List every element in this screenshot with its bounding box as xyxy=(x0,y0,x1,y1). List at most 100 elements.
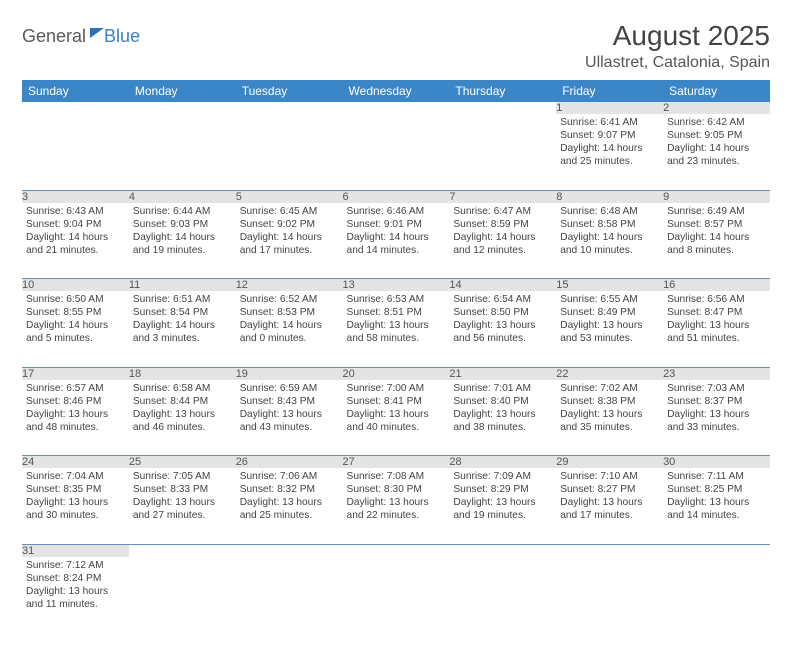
sunset-text: Sunset: 8:50 PM xyxy=(453,306,552,319)
weekday-row: SundayMondayTuesdayWednesdayThursdayFrid… xyxy=(22,80,770,102)
sunrise-text: Sunrise: 6:58 AM xyxy=(133,382,232,395)
sunrise-text: Sunrise: 6:42 AM xyxy=(667,116,766,129)
daylight-text: Daylight: 14 hours and 10 minutes. xyxy=(560,231,659,257)
empty-daynum xyxy=(343,544,450,557)
week-row: Sunrise: 7:04 AMSunset: 8:35 PMDaylight:… xyxy=(22,468,770,544)
day-body: Sunrise: 6:58 AMSunset: 8:44 PMDaylight:… xyxy=(129,380,236,438)
day-body: Sunrise: 6:55 AMSunset: 8:49 PMDaylight:… xyxy=(556,291,663,349)
week-row: Sunrise: 7:12 AMSunset: 8:24 PMDaylight:… xyxy=(22,557,770,633)
day-body: Sunrise: 7:04 AMSunset: 8:35 PMDaylight:… xyxy=(22,468,129,526)
day-cell: Sunrise: 6:43 AMSunset: 9:04 PMDaylight:… xyxy=(22,203,129,279)
sunrise-text: Sunrise: 7:04 AM xyxy=(26,470,125,483)
daylight-text: Daylight: 13 hours and 40 minutes. xyxy=(347,408,446,434)
day-cell: Sunrise: 6:46 AMSunset: 9:01 PMDaylight:… xyxy=(343,203,450,279)
empty-daynum xyxy=(129,544,236,557)
sunrise-text: Sunrise: 6:41 AM xyxy=(560,116,659,129)
calendar-table: SundayMondayTuesdayWednesdayThursdayFrid… xyxy=(22,80,770,633)
sunset-text: Sunset: 8:54 PM xyxy=(133,306,232,319)
sunset-text: Sunset: 8:53 PM xyxy=(240,306,339,319)
day-body: Sunrise: 6:57 AMSunset: 8:46 PMDaylight:… xyxy=(22,380,129,438)
day-body: Sunrise: 6:49 AMSunset: 8:57 PMDaylight:… xyxy=(663,203,770,261)
logo-text-general: General xyxy=(22,26,86,47)
daylight-text: Daylight: 14 hours and 21 minutes. xyxy=(26,231,125,257)
day-cell: Sunrise: 7:05 AMSunset: 8:33 PMDaylight:… xyxy=(129,468,236,544)
day-cell: Sunrise: 6:55 AMSunset: 8:49 PMDaylight:… xyxy=(556,291,663,367)
empty-daynum xyxy=(449,102,556,114)
weekday-header: Thursday xyxy=(449,80,556,102)
calendar-body: 12Sunrise: 6:41 AMSunset: 9:07 PMDayligh… xyxy=(22,102,770,633)
day-cell: Sunrise: 6:56 AMSunset: 8:47 PMDaylight:… xyxy=(663,291,770,367)
empty-daynum xyxy=(343,102,450,114)
week-row: Sunrise: 6:50 AMSunset: 8:55 PMDaylight:… xyxy=(22,291,770,367)
day-number: 21 xyxy=(449,367,556,380)
day-number: 30 xyxy=(663,456,770,469)
empty-cell xyxy=(236,557,343,633)
sunset-text: Sunset: 9:01 PM xyxy=(347,218,446,231)
sunset-text: Sunset: 8:25 PM xyxy=(667,483,766,496)
empty-daynum xyxy=(129,102,236,114)
day-body: Sunrise: 7:03 AMSunset: 8:37 PMDaylight:… xyxy=(663,380,770,438)
day-cell: Sunrise: 6:50 AMSunset: 8:55 PMDaylight:… xyxy=(22,291,129,367)
sunset-text: Sunset: 8:58 PM xyxy=(560,218,659,231)
day-number: 26 xyxy=(236,456,343,469)
empty-cell xyxy=(129,114,236,190)
day-body: Sunrise: 6:44 AMSunset: 9:03 PMDaylight:… xyxy=(129,203,236,261)
month-title: August 2025 xyxy=(585,20,770,52)
daynum-row: 17181920212223 xyxy=(22,367,770,380)
sunset-text: Sunset: 8:35 PM xyxy=(26,483,125,496)
daylight-text: Daylight: 14 hours and 0 minutes. xyxy=(240,319,339,345)
day-cell: Sunrise: 7:00 AMSunset: 8:41 PMDaylight:… xyxy=(343,380,450,456)
sunrise-text: Sunrise: 6:48 AM xyxy=(560,205,659,218)
day-body: Sunrise: 7:05 AMSunset: 8:33 PMDaylight:… xyxy=(129,468,236,526)
logo-text-blue: Blue xyxy=(104,26,140,47)
day-number: 2 xyxy=(663,102,770,114)
sunrise-text: Sunrise: 6:47 AM xyxy=(453,205,552,218)
sunset-text: Sunset: 8:41 PM xyxy=(347,395,446,408)
day-body: Sunrise: 7:08 AMSunset: 8:30 PMDaylight:… xyxy=(343,468,450,526)
day-number: 3 xyxy=(22,190,129,203)
day-cell: Sunrise: 7:02 AMSunset: 8:38 PMDaylight:… xyxy=(556,380,663,456)
day-body: Sunrise: 7:06 AMSunset: 8:32 PMDaylight:… xyxy=(236,468,343,526)
day-number: 28 xyxy=(449,456,556,469)
day-number: 25 xyxy=(129,456,236,469)
calendar-page: General Blue August 2025 Ullastret, Cata… xyxy=(0,0,792,653)
day-body: Sunrise: 6:50 AMSunset: 8:55 PMDaylight:… xyxy=(22,291,129,349)
day-number: 18 xyxy=(129,367,236,380)
day-cell: Sunrise: 7:08 AMSunset: 8:30 PMDaylight:… xyxy=(343,468,450,544)
day-body: Sunrise: 6:43 AMSunset: 9:04 PMDaylight:… xyxy=(22,203,129,261)
day-cell: Sunrise: 7:03 AMSunset: 8:37 PMDaylight:… xyxy=(663,380,770,456)
sunset-text: Sunset: 8:55 PM xyxy=(26,306,125,319)
day-cell: Sunrise: 7:12 AMSunset: 8:24 PMDaylight:… xyxy=(22,557,129,633)
day-number: 1 xyxy=(556,102,663,114)
daylight-text: Daylight: 14 hours and 5 minutes. xyxy=(26,319,125,345)
sunrise-text: Sunrise: 6:53 AM xyxy=(347,293,446,306)
empty-daynum xyxy=(236,102,343,114)
sunset-text: Sunset: 8:40 PM xyxy=(453,395,552,408)
sunrise-text: Sunrise: 7:05 AM xyxy=(133,470,232,483)
sunrise-text: Sunrise: 7:06 AM xyxy=(240,470,339,483)
empty-cell xyxy=(236,114,343,190)
daylight-text: Daylight: 13 hours and 38 minutes. xyxy=(453,408,552,434)
sunrise-text: Sunrise: 7:02 AM xyxy=(560,382,659,395)
sunrise-text: Sunrise: 7:11 AM xyxy=(667,470,766,483)
day-number: 29 xyxy=(556,456,663,469)
day-body: Sunrise: 7:02 AMSunset: 8:38 PMDaylight:… xyxy=(556,380,663,438)
day-cell: Sunrise: 6:52 AMSunset: 8:53 PMDaylight:… xyxy=(236,291,343,367)
daylight-text: Daylight: 13 hours and 53 minutes. xyxy=(560,319,659,345)
sunset-text: Sunset: 8:47 PM xyxy=(667,306,766,319)
day-cell: Sunrise: 6:58 AMSunset: 8:44 PMDaylight:… xyxy=(129,380,236,456)
sunset-text: Sunset: 9:03 PM xyxy=(133,218,232,231)
empty-cell xyxy=(556,557,663,633)
sunrise-text: Sunrise: 7:10 AM xyxy=(560,470,659,483)
daylight-text: Daylight: 14 hours and 14 minutes. xyxy=(347,231,446,257)
day-number: 31 xyxy=(22,544,129,557)
title-block: August 2025 Ullastret, Catalonia, Spain xyxy=(585,20,770,72)
day-number: 13 xyxy=(343,279,450,292)
day-cell: Sunrise: 6:42 AMSunset: 9:05 PMDaylight:… xyxy=(663,114,770,190)
sunset-text: Sunset: 9:05 PM xyxy=(667,129,766,142)
logo: General Blue xyxy=(22,26,140,47)
day-number: 7 xyxy=(449,190,556,203)
day-number: 14 xyxy=(449,279,556,292)
day-number: 19 xyxy=(236,367,343,380)
sunrise-text: Sunrise: 6:51 AM xyxy=(133,293,232,306)
